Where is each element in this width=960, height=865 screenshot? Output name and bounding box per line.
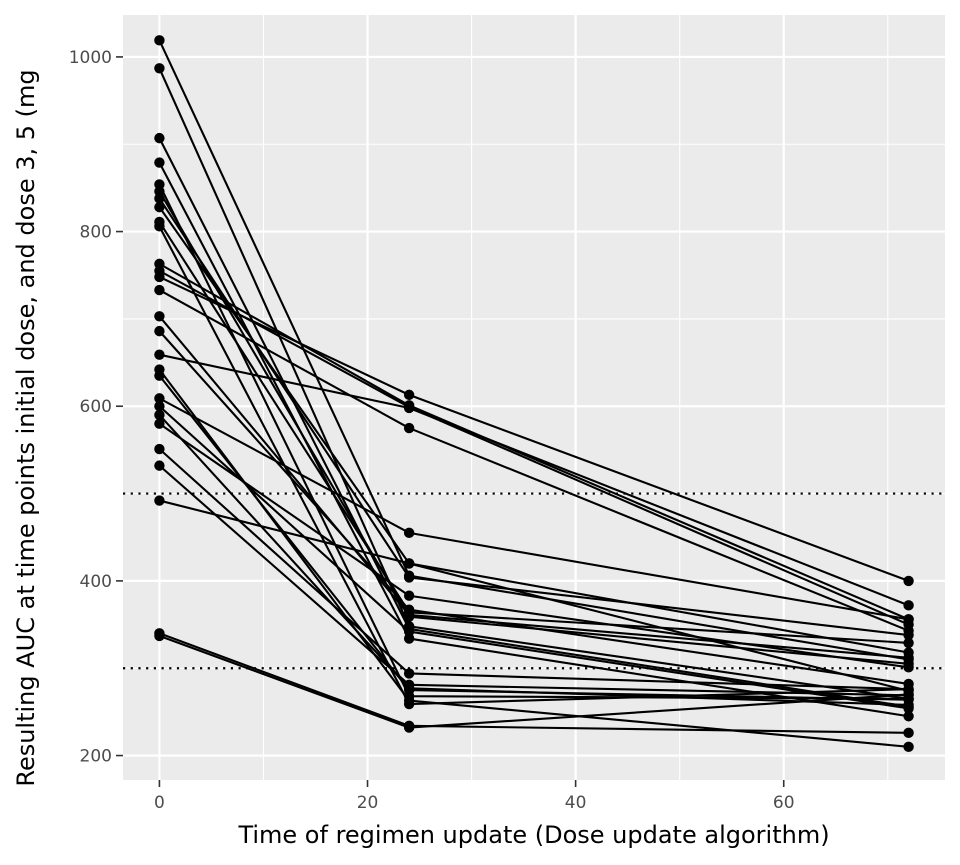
data-point (903, 652, 914, 663)
data-point (403, 668, 415, 679)
data-point (403, 722, 415, 733)
data-point (154, 460, 165, 471)
data-point (403, 527, 415, 539)
series-points (154, 35, 914, 753)
data-point (403, 572, 415, 583)
y-tick-label: 1000 (69, 48, 112, 68)
data-point (154, 271, 165, 283)
data-point (154, 325, 165, 337)
data-point (903, 625, 914, 636)
data-point (154, 311, 165, 322)
data-point (154, 201, 165, 213)
major-grid (123, 15, 945, 780)
data-point (903, 711, 914, 722)
y-axis-title: Resulting AUC at time points initial dos… (12, 69, 40, 786)
data-point (903, 689, 914, 700)
data-point (154, 284, 165, 296)
data-point (403, 695, 415, 706)
data-point (403, 679, 415, 691)
x-tick-label: 60 (773, 793, 795, 813)
data-point (403, 389, 415, 401)
data-point (903, 741, 914, 753)
data-point (903, 727, 914, 739)
data-point (903, 614, 914, 625)
data-point (154, 409, 165, 421)
data-point (154, 370, 165, 381)
data-point (903, 637, 914, 649)
data-point (903, 575, 914, 587)
data-point (154, 418, 165, 429)
y-tick-label: 600 (80, 397, 112, 417)
data-point (154, 193, 165, 204)
data-point (154, 401, 165, 412)
x-axis-ticks: 0 20 40 60 (154, 780, 795, 813)
data-point (403, 422, 415, 434)
data-point (903, 699, 914, 711)
data-point (154, 443, 165, 455)
data-point (403, 402, 415, 414)
x-axis-title: Time of regimen update (Dose update algo… (237, 821, 829, 849)
x-tick-label: 20 (357, 793, 379, 813)
data-point (154, 63, 165, 74)
x-tick-label: 40 (565, 793, 587, 813)
data-point (154, 221, 165, 232)
data-point (403, 626, 415, 637)
data-point (154, 157, 165, 168)
data-point (154, 349, 165, 360)
data-point (403, 604, 415, 615)
y-axis-ticks: 200 400 600 800 1000 (69, 48, 123, 767)
data-point (903, 662, 914, 673)
data-point (154, 393, 165, 404)
y-tick-label: 400 (80, 572, 112, 592)
data-point (903, 600, 914, 611)
data-point (154, 132, 165, 144)
data-point (403, 590, 415, 601)
y-tick-label: 200 (80, 747, 112, 767)
data-point (403, 558, 415, 569)
y-tick-label: 800 (80, 223, 112, 243)
data-point (154, 35, 165, 46)
data-point (154, 630, 165, 642)
data-point (154, 495, 165, 506)
x-tick-label: 0 (154, 793, 165, 813)
